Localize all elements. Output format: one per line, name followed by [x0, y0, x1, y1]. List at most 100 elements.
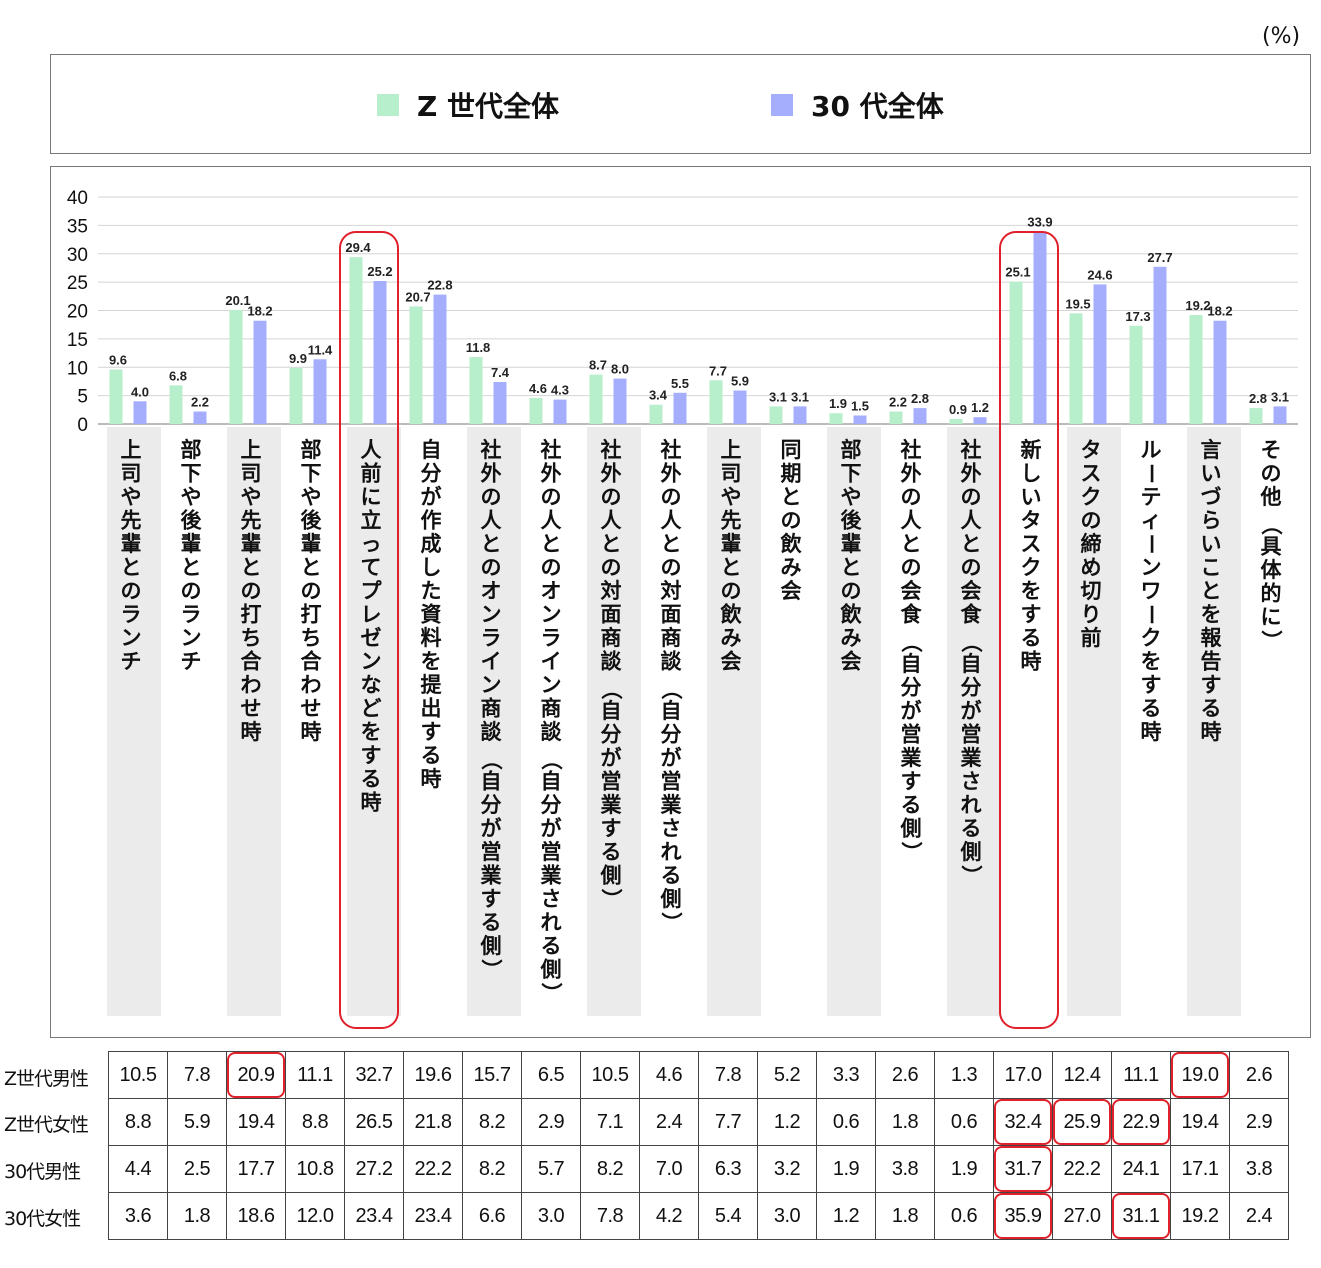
category-label-char: 後 — [181, 509, 203, 533]
category-label-char: ン — [481, 673, 502, 697]
category-label-char: 司 — [721, 462, 742, 486]
category-label-char: 会 — [781, 579, 802, 603]
category-label-char: 社 — [960, 438, 982, 462]
category-label-char: を — [1141, 650, 1162, 674]
category-label-char: ク — [1021, 556, 1042, 580]
category-label-char: 対 — [661, 579, 682, 603]
breakdown-table: 10.5 7.8 20.9 11.1 32.7 19.6 15.7 6.5 10.5 4.6 7.8… — [108, 1051, 1289, 1240]
data-label: 17.3 — [1125, 309, 1150, 324]
category-label-char: ン — [121, 626, 142, 650]
table-row: 3.6 1.8 18.6 12.0 23.4 23.4 6.6 3.0 7.8 4.2 5.4 3.0… — [108, 1192, 1289, 1240]
bar-30 — [733, 390, 747, 424]
category-label-char: レ — [361, 603, 382, 627]
category-label-char: チ — [181, 650, 202, 674]
category-label-char: 輩 — [721, 532, 742, 556]
category-label-char: 社 — [600, 438, 622, 462]
data-label: 20.7 — [405, 290, 430, 305]
category-label-char: の — [481, 485, 502, 509]
table-cell: 1.8 — [875, 1192, 935, 1240]
category-label-char: 時 — [421, 767, 442, 791]
category-label-char: る — [421, 744, 442, 768]
category-label-char: 側 — [660, 887, 682, 911]
category-label-char: せ — [241, 697, 262, 721]
category-label-char: れ — [541, 911, 562, 935]
category-label-char: す — [1021, 603, 1042, 627]
category-label-char: る — [1201, 697, 1222, 721]
data-label: 0.9 — [949, 402, 967, 417]
data-label: 11.4 — [308, 342, 333, 357]
category-label-char: ル — [1141, 438, 1162, 462]
bar-30 — [913, 408, 927, 424]
data-label: 1.9 — [829, 396, 847, 411]
category-label-char: そ — [1261, 438, 1282, 462]
category-label-char: と — [301, 556, 322, 580]
table-cell: 3.8 — [1229, 1145, 1289, 1193]
category-label-char: ク — [1141, 626, 1162, 650]
category-label-char: の — [841, 579, 862, 603]
category-label-char: 商 — [541, 697, 562, 721]
category-label-char: ） — [899, 842, 923, 863]
category-label-char: 新 — [1021, 438, 1042, 462]
data-label: 3.1 — [791, 389, 809, 404]
category-label-char: 前 — [1081, 626, 1102, 650]
category-label-char: 成 — [421, 532, 442, 556]
table-row: 8.8 5.9 19.4 8.8 26.5 21.8 8.2 2.9 7.1 2.4 7.7 1.2 0… — [108, 1098, 1289, 1146]
category-label-char: 後 — [841, 509, 863, 533]
category-label-char: の — [661, 485, 682, 509]
table-cell: 12.4 — [1052, 1051, 1112, 1099]
category-label-char: が — [421, 485, 442, 509]
label-band — [947, 427, 1001, 1016]
bar-z — [589, 374, 603, 424]
table-cell: 7.8 — [580, 1192, 640, 1240]
category-label-char: ） — [599, 889, 623, 910]
label-band — [827, 427, 881, 1016]
legend-label-30: 30 代全体 — [811, 90, 944, 123]
bar-z — [1069, 313, 1083, 424]
data-label: 5.5 — [671, 376, 689, 391]
bar-30 — [1033, 231, 1047, 424]
table-cell: 18.6 — [226, 1192, 286, 1240]
category-label-char: ン — [181, 626, 202, 650]
table-cell: 3.6 — [108, 1192, 168, 1240]
table-cell: 5.2 — [757, 1051, 817, 1099]
bar-30 — [793, 406, 807, 424]
category-label-char: 輩 — [241, 532, 262, 556]
table-cell: 32.7 — [344, 1051, 404, 1099]
bar-z — [409, 306, 423, 424]
category-label-char: ） — [539, 983, 563, 1004]
table-cell: 19.0 — [1170, 1051, 1230, 1099]
data-label: 20.1 — [225, 293, 250, 308]
category-label-char: 業 — [541, 864, 563, 888]
bar-30 — [193, 411, 207, 424]
data-label: 18.2 — [1207, 304, 1232, 319]
category-label-char: ） — [479, 959, 503, 980]
category-label-char: と — [721, 556, 742, 580]
bar-z — [889, 411, 903, 424]
category-label-char: て — [361, 556, 382, 580]
table-cell: 3.8 — [875, 1145, 935, 1193]
category-label-char: 人 — [481, 509, 502, 533]
category-label-char: と — [481, 532, 502, 556]
data-label: 22.8 — [427, 278, 452, 293]
category-label-char: ス — [1021, 532, 1042, 556]
category-label-char: ン — [361, 650, 382, 674]
category-label-char: る — [601, 840, 622, 864]
table-row-label-30-female: 30代女性 — [4, 1208, 81, 1230]
legend: Z 世代全体 30 代全体 — [50, 54, 1311, 154]
category-label-char: る — [961, 817, 982, 841]
legend-label-z: Z 世代全体 — [417, 90, 560, 123]
data-label: 7.4 — [491, 365, 510, 380]
table-cell: 8.8 — [108, 1098, 168, 1146]
category-label-char: れ — [961, 793, 982, 817]
category-label-char: る — [1141, 697, 1162, 721]
category-label-char: ） — [959, 865, 983, 886]
bar-z — [109, 369, 123, 424]
category-label-char: 先 — [721, 509, 742, 533]
category-label-char: 自 — [541, 770, 562, 794]
table-cell: 27.2 — [344, 1145, 404, 1193]
bar-30 — [853, 415, 867, 424]
table-cell: 23.4 — [344, 1192, 404, 1240]
table-cell: 27.0 — [1052, 1192, 1112, 1240]
category-label-char: と — [181, 556, 202, 580]
category-label-char: 営 — [961, 723, 982, 747]
